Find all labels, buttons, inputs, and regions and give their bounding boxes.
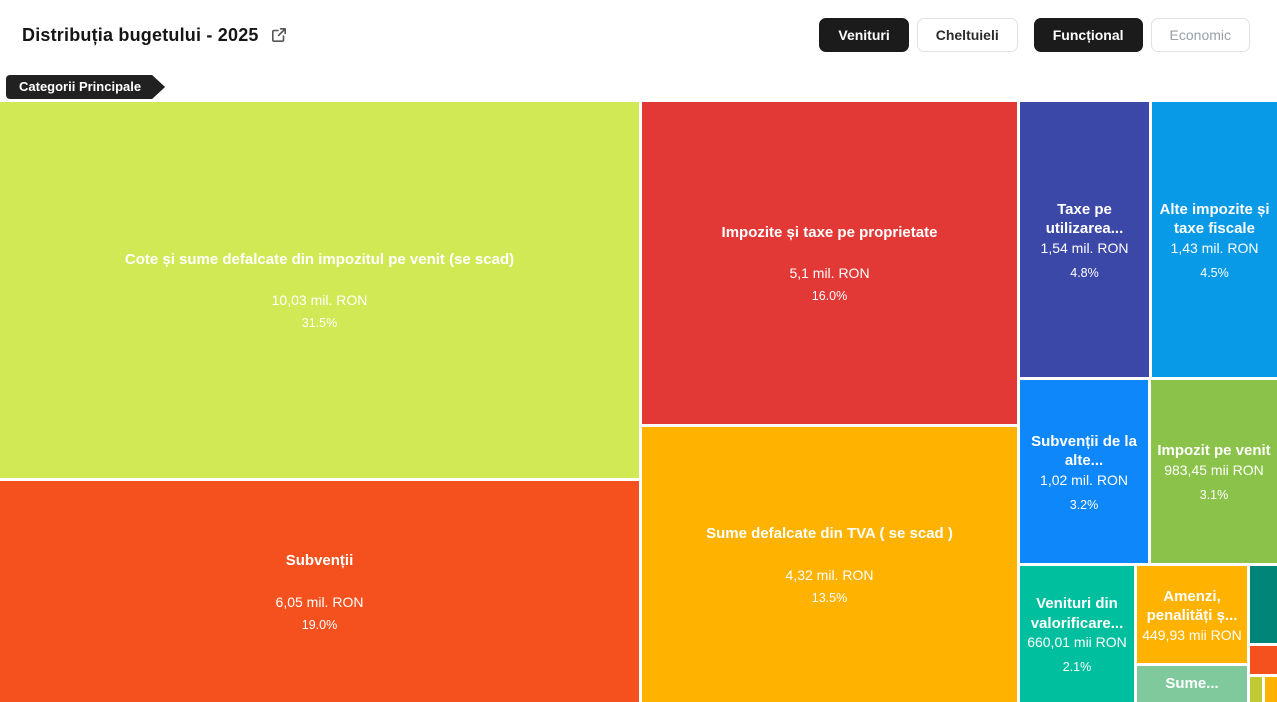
- page-title: Distribuția bugetului - 2025: [22, 24, 259, 45]
- breadcrumb[interactable]: Categorii Principale: [6, 75, 165, 99]
- classification-toggle: Funcțional Economic: [1033, 18, 1250, 52]
- external-link-icon[interactable]: [271, 27, 287, 43]
- treemap-tile-taxe-utilizare[interactable]: Taxe pe utilizarea... 1,54 mil. RON 4.8%: [1020, 102, 1149, 377]
- tile-percent: 3.2%: [1069, 497, 1099, 512]
- tile-label: Venituri din valorificare...: [1030, 595, 1124, 632]
- treemap: Cote și sume defalcate din impozitul pe …: [0, 100, 1277, 702]
- tile-value: 983,45 mii RON: [1164, 461, 1264, 478]
- treemap-tile-subventii[interactable]: Subvenții 6,05 mil. RON 19.0%: [0, 481, 639, 702]
- tile-label: Impozit pe venit: [1157, 442, 1271, 460]
- tile-value: 449,93 mii RON: [1142, 626, 1242, 643]
- tile-percent: 19.0%: [301, 617, 338, 632]
- header: Distribuția bugetului - 2025 Venituri Ch…: [0, 0, 1277, 70]
- tile-percent: 31.5%: [301, 316, 338, 331]
- treemap-tile-small-tile-4[interactable]: [1265, 677, 1277, 702]
- tab-functional[interactable]: Funcțional: [1033, 18, 1143, 52]
- tile-value: 1,54 mil. RON: [1040, 239, 1129, 256]
- tile-label: Sume...: [1165, 675, 1219, 693]
- tile-label: Sume defalcate din TVA ( se scad ): [706, 525, 953, 543]
- tile-value: 1,43 mil. RON: [1170, 239, 1259, 256]
- tile-value: 1,02 mil. RON: [1040, 471, 1128, 488]
- tile-label: Subvenții: [285, 552, 354, 570]
- treemap-tile-subventii-de-la-alte[interactable]: Subvenții de la alte... 1,02 mil. RON 3.2%: [1020, 380, 1148, 563]
- tile-percent: 3.1%: [1199, 487, 1229, 502]
- tile-value: 4,32 mil. RON: [785, 566, 874, 583]
- tile-label: Subvenții de la alte...: [1031, 432, 1137, 470]
- tile-value: 660,01 mii RON: [1027, 634, 1127, 650]
- treemap-tile-sume-defalcate-tva[interactable]: Sume defalcate din TVA ( se scad ) 4,32 m…: [642, 427, 1017, 702]
- tile-label: Alte impozite și taxe fiscale: [1159, 200, 1270, 238]
- tile-value: 6,05 mil. RON: [275, 593, 364, 610]
- tile-label: Impozite și taxe pe proprietate: [721, 223, 938, 241]
- treemap-tile-impozite-taxe-proprietate[interactable]: Impozite și taxe pe proprietate 5,1 mil. …: [642, 102, 1017, 424]
- tile-value: 10,03 mil. RON: [271, 292, 368, 309]
- tile-label: Cote și sume defalcate din impozitul pe …: [124, 250, 515, 268]
- tab-venituri[interactable]: Venituri: [819, 18, 909, 52]
- tile-value: 5,1 mil. RON: [789, 265, 870, 282]
- treemap-tile-venituri-din-valorificare[interactable]: Venituri din valorificare... 660,01 mii R…: [1020, 566, 1134, 702]
- tab-economic[interactable]: Economic: [1150, 18, 1250, 52]
- treemap-tile-impozit-pe-venit[interactable]: Impozit pe venit 983,45 mii RON 3.1%: [1151, 380, 1277, 563]
- treemap-tile-amenzi-penalitati[interactable]: Amenzi, penalități ș... 449,93 mii RON: [1137, 566, 1247, 663]
- treemap-tile-small-tile-3[interactable]: [1250, 677, 1262, 702]
- tab-cheltuieli[interactable]: Cheltuieli: [916, 18, 1018, 52]
- treemap-tile-alte-impozite-taxe-fiscale[interactable]: Alte impozite și taxe fiscale 1,43 mil. R…: [1152, 102, 1277, 377]
- tile-percent: 13.5%: [811, 590, 848, 605]
- tile-percent: 4.8%: [1070, 265, 1099, 280]
- tile-percent: 16.0%: [811, 289, 848, 304]
- treemap-tile-sume[interactable]: Sume...: [1137, 666, 1247, 702]
- treemap-tile-small-tile-1[interactable]: [1250, 566, 1277, 643]
- breadcrumb-label: Categorii Principale: [19, 79, 142, 94]
- tile-label: Taxe pe utilizarea...: [1045, 200, 1124, 238]
- tile-percent: 2.1%: [1062, 660, 1092, 674]
- tile-label: Amenzi, penalități ș...: [1146, 587, 1238, 625]
- treemap-tile-small-tile-2[interactable]: [1250, 646, 1277, 674]
- budget-side-toggle: Venituri Cheltuieli: [819, 18, 1018, 52]
- treemap-tile-cote-impozit-venit[interactable]: Cote și sume defalcate din impozitul pe …: [0, 102, 639, 478]
- title-wrap: Distribuția bugetului - 2025: [22, 25, 287, 46]
- tile-percent: 4.5%: [1200, 265, 1229, 280]
- view-toggle-buttons: Venituri Cheltuieli Funcțional Economic: [819, 18, 1250, 52]
